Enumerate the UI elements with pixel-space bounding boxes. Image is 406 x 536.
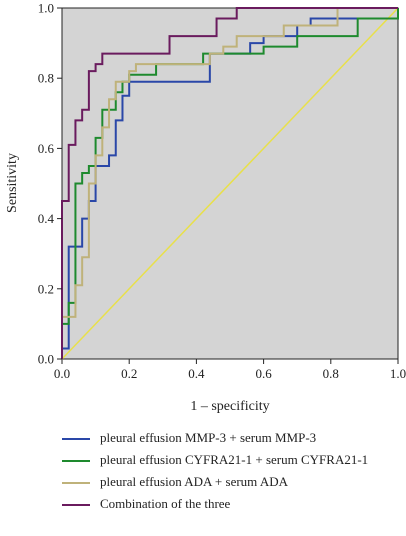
y-tick-label: 0.2 [38,281,54,296]
x-tick-label: 1.0 [390,366,406,381]
x-axis-label: 1 – specificity [190,399,269,414]
legend-swatch-combination [62,504,90,506]
y-tick-label: 0.8 [38,71,54,86]
y-axis-label: Sensitivity [5,153,20,213]
legend-item-cyfra: pleural effusion CYFRA21-1 + serum CYFRA… [62,452,402,468]
legend-label-combination: Combination of the three [100,496,231,511]
legend-swatch-cyfra [62,460,90,462]
x-tick-label: 0.6 [255,366,272,381]
reference-diagonal-line [61,7,399,360]
legend-item-combination: Combination of the three [62,496,402,512]
series-line-mmp3 [61,8,399,359]
x-tick-label: 0.8 [323,366,339,381]
legend-label-ada: pleural effusion ADA + serum ADA [100,474,288,489]
legend-label-cyfra: pleural effusion CYFRA21-1 + serum CYFRA… [100,452,369,467]
y-tick-label: 0.0 [38,352,54,367]
series-line-ada [61,7,398,359]
legend-swatch-mmp3 [62,438,90,440]
x-tick-label: 0.0 [54,366,70,381]
y-tick-label: 0.4 [38,211,55,226]
roc-chart: 0.0 0.2 0.4 0.6 0.8 1.0 0.0 0.2 0.4 0.6 0.8 1.0 1 –… [5,1,406,415]
x-tick-label: 0.2 [121,366,137,381]
series-line-combination [61,7,398,359]
x-tick-label: 0.4 [188,366,205,381]
legend-label-mmp3: pleural effusion MMP-3 + serum MMP-3 [100,430,317,445]
y-tick-label: 1.0 [38,1,54,16]
legend-item-ada: pleural effusion ADA + serum ADA [62,474,402,490]
legend-item-mmp3: pleural effusion MMP-3 + serum MMP-3 [62,430,402,446]
legend: pleural effusion MMP-3 + serum MMP-3 ple… [62,430,402,518]
series-line-cyfra [61,8,399,359]
legend-swatch-ada [62,482,90,484]
y-tick-label: 0.6 [38,141,55,156]
